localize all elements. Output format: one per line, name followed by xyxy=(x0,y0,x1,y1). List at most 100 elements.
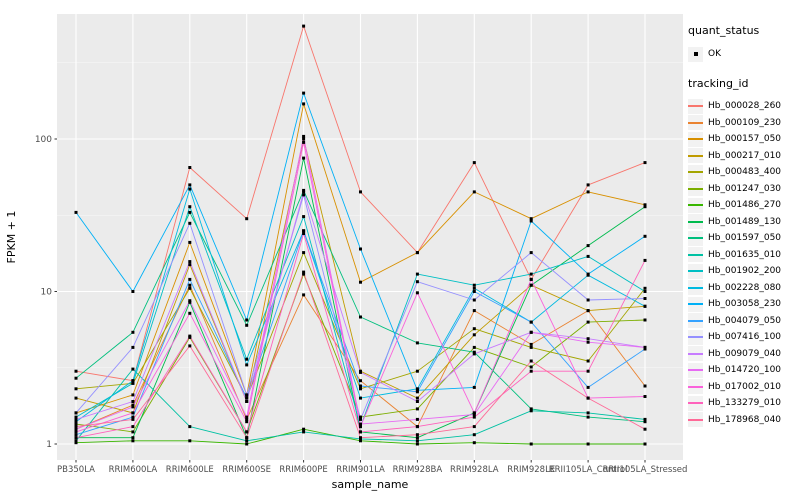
data-point xyxy=(245,396,249,400)
data-point xyxy=(74,430,78,434)
data-point xyxy=(74,417,78,421)
data-point xyxy=(472,161,476,165)
legend-title-tracking-id: tracking_id xyxy=(688,77,749,90)
legend-label: Hb_017002_010 xyxy=(708,381,782,392)
data-point xyxy=(188,286,192,290)
data-point xyxy=(472,413,476,416)
data-point xyxy=(586,415,590,419)
data-point xyxy=(188,166,192,169)
data-point xyxy=(472,290,476,293)
data-point xyxy=(643,384,647,388)
data-point xyxy=(529,277,533,281)
data-point xyxy=(74,433,78,437)
data-point xyxy=(188,439,192,443)
data-point xyxy=(529,407,533,411)
x-tick-label: RRIM928LE xyxy=(507,465,555,475)
data-point xyxy=(415,425,419,429)
data-point xyxy=(529,369,533,373)
data-point xyxy=(472,309,476,313)
data-point xyxy=(415,369,419,373)
data-point xyxy=(472,350,476,354)
data-point xyxy=(586,359,590,363)
legend-items-list: Hb_000028_260 Hb_000109_230 Hb_000157_050 H… xyxy=(688,98,800,428)
data-point xyxy=(415,280,419,284)
data-point xyxy=(472,433,476,437)
legend-label: Hb_014720_100 xyxy=(708,365,782,376)
legend-item: Hb_003058_230 xyxy=(688,296,800,313)
x-tick-label: RRIM901LA xyxy=(336,465,385,475)
legend-label: Hb_000157_050 xyxy=(708,134,782,145)
legend-label: Hb_001902_200 xyxy=(708,266,782,277)
data-point xyxy=(472,352,476,356)
legend-label: Hb_009079_040 xyxy=(708,348,782,359)
legend-label: Hb_000109_230 xyxy=(708,117,782,128)
data-point xyxy=(302,215,306,219)
data-point xyxy=(188,283,192,287)
data-point xyxy=(586,442,590,446)
legend-line-swatch xyxy=(688,385,703,388)
data-point xyxy=(472,411,476,415)
data-point xyxy=(188,344,192,348)
data-point xyxy=(359,430,362,434)
y-tick-label: 100 xyxy=(35,135,52,145)
legend-item: Hb_000483_400 xyxy=(688,164,800,181)
data-point xyxy=(302,24,306,28)
legend-line-swatch xyxy=(688,138,703,141)
legend-label: Hb_000483_400 xyxy=(708,167,782,178)
legend-line-swatch xyxy=(688,319,703,322)
data-point xyxy=(302,140,306,144)
legend-item: Hb_014720_100 xyxy=(688,362,800,379)
legend-label: Hb_178968_040 xyxy=(708,414,782,425)
data-point xyxy=(131,425,135,429)
data-point xyxy=(245,318,249,322)
data-point xyxy=(472,415,476,419)
legend-item: Hb_001486_270 xyxy=(688,197,800,214)
x-tick-label: RRII105LA_Control xyxy=(549,465,628,475)
legend-label: Hb_002228_080 xyxy=(708,282,782,293)
data-point xyxy=(74,425,78,429)
data-point xyxy=(245,357,249,361)
legend-item-ok: OK xyxy=(688,45,800,63)
legend-item: Hb_002228_080 xyxy=(688,280,800,297)
legend-label: Hb_133279_010 xyxy=(708,398,782,409)
data-point xyxy=(586,309,590,313)
data-point xyxy=(74,422,78,426)
line-key-icon xyxy=(688,131,703,147)
black-point-icon xyxy=(693,52,698,56)
legend-label: Hb_004079_050 xyxy=(708,315,782,326)
data-point xyxy=(302,270,306,274)
data-point xyxy=(302,251,306,255)
data-point xyxy=(472,425,476,429)
legend-item: Hb_000109_230 xyxy=(688,115,800,132)
data-point xyxy=(74,396,78,400)
data-point xyxy=(643,304,647,308)
line-key-icon xyxy=(688,362,703,378)
data-point xyxy=(586,337,590,341)
data-point xyxy=(415,439,419,443)
data-point xyxy=(472,441,476,445)
legend-label: Hb_001489_130 xyxy=(708,216,782,227)
data-point xyxy=(586,385,590,389)
data-point xyxy=(302,134,306,138)
data-point xyxy=(415,400,419,403)
chart-canvas: 100 10 1 PB350LA RRIM600LA RRIM600LE RRIM600SE… xyxy=(35,14,688,475)
data-point xyxy=(245,217,249,221)
data-point xyxy=(529,345,533,349)
data-point xyxy=(131,367,135,371)
panel-background xyxy=(57,14,683,460)
data-point xyxy=(529,359,533,363)
data-point xyxy=(74,439,78,443)
data-point xyxy=(586,272,590,276)
legend-line-swatch xyxy=(688,220,703,223)
data-point xyxy=(188,187,192,191)
data-point xyxy=(302,293,306,297)
y-tick-label: 1 xyxy=(46,440,52,450)
x-tick-label: RRIM928BA xyxy=(393,465,443,475)
x-tick-label: RRII105LA_Stressed xyxy=(603,465,688,475)
data-point xyxy=(74,376,78,380)
data-point xyxy=(359,396,362,400)
data-point xyxy=(415,251,419,255)
x-tick-label: PB350LA xyxy=(57,465,95,475)
data-point xyxy=(131,415,135,419)
